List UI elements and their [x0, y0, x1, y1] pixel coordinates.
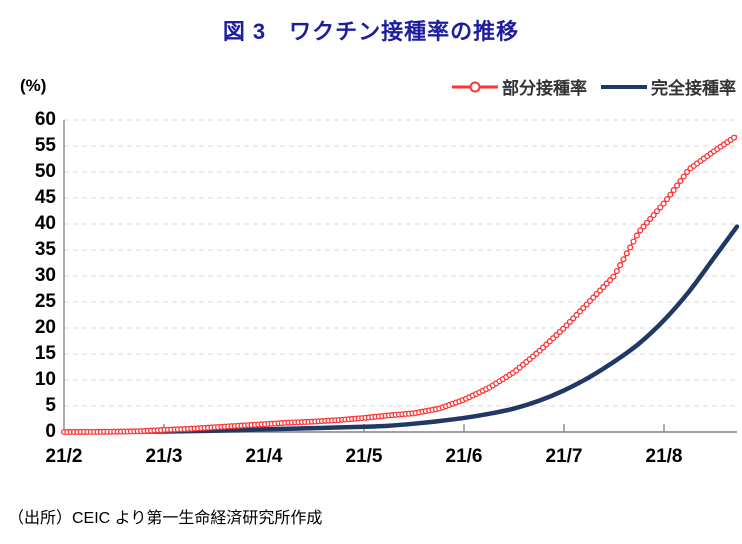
series-full-line — [61, 224, 740, 435]
y-axis-tick-label: 25 — [34, 291, 56, 312]
y-axis-tick-label: 5 — [45, 395, 56, 416]
series-partial-marker — [566, 318, 573, 325]
series-partial-marker — [667, 191, 674, 198]
series-partial-marker — [617, 262, 624, 269]
x-axis-tick-label: 21/3 — [145, 446, 183, 467]
figure-title: 図 3 ワクチン接種率の推移 — [222, 19, 520, 44]
series-partial-marker — [596, 287, 604, 294]
series-partial-marker — [637, 227, 644, 234]
legend-label-partial: 部分接種率 — [502, 79, 587, 98]
series-partial-marker — [677, 177, 684, 185]
y-axis-unit-label: (%) — [20, 76, 47, 95]
chart-legend: 部分接種率 完全接種率 — [452, 74, 736, 99]
series-partial-marker — [590, 294, 597, 301]
series-partial-marker — [643, 219, 650, 226]
series-partial-marker — [570, 315, 577, 322]
series-partial-marker — [730, 134, 738, 141]
x-axis-tick-label: 21/6 — [445, 446, 483, 467]
y-axis-tick-label: 15 — [34, 343, 56, 364]
series-partial-marker — [620, 256, 627, 263]
y-axis-tick-label: 50 — [34, 161, 56, 182]
series-partial-marker — [680, 173, 687, 180]
series-partial-marker — [593, 290, 600, 298]
chart-area: 0 5 10 15 20 25 30 35 40 45 50 55 60 21/2 21/3 21/4 21/… — [34, 109, 740, 467]
series-partial-marker — [684, 168, 691, 176]
x-axis-tick-label: 21/5 — [345, 446, 383, 467]
series-partial-marker — [586, 297, 593, 305]
x-axis-tick-label: 21/4 — [245, 446, 283, 467]
series-partial-marker — [606, 277, 614, 284]
series-partial-marker — [640, 223, 647, 230]
series-partial-marker — [650, 212, 657, 219]
y-axis-tick-label: 30 — [34, 265, 56, 286]
series-partial-marker — [613, 268, 620, 275]
series-partial-marker — [560, 325, 567, 332]
legend-item-full: 完全接種率 — [601, 74, 736, 99]
series-partial-marker — [657, 204, 664, 211]
y-axis-tick-label: 55 — [34, 135, 56, 156]
series-partial-marker — [583, 301, 590, 308]
series-partial-marker — [670, 187, 677, 194]
series-partial-marker — [576, 308, 583, 315]
x-axis-tick-label: 21/2 — [45, 446, 83, 467]
x-axis-tick-label: 21/7 — [545, 446, 583, 467]
y-axis-tick-label: 60 — [34, 109, 56, 130]
full-series-line-icon — [601, 82, 647, 92]
y-axis-tick-label: 20 — [34, 317, 56, 338]
vaccination-rate-chart — [60, 119, 740, 436]
series-partial-marker — [663, 196, 671, 203]
series-partial-marker — [633, 232, 640, 239]
series-partial-marker — [580, 304, 587, 312]
y-axis-tick-label: 0 — [45, 421, 56, 442]
legend-item-partial: 部分接種率 — [452, 74, 587, 99]
series-partial-marker — [573, 311, 580, 318]
series-partial-marker — [630, 238, 637, 245]
series-partial-line — [63, 134, 738, 433]
series-partial-marker — [623, 250, 630, 257]
y-axis-tick-label: 40 — [34, 213, 56, 234]
y-axis-tick-label: 10 — [34, 369, 56, 390]
series-partial-marker — [673, 182, 681, 189]
partial-series-line-marker-icon — [452, 81, 498, 92]
series-partial-marker — [603, 280, 610, 287]
series-partial-marker — [563, 322, 570, 329]
series-partial-marker — [660, 200, 667, 207]
series-partial-marker — [647, 215, 654, 222]
series-partial-marker — [600, 284, 607, 291]
source-note: （出所）CEIC より第一生命経済研究所作成 — [8, 510, 323, 527]
series-partial-marker — [627, 244, 634, 251]
series-partial-marker — [610, 273, 617, 280]
legend-label-full: 完全接種率 — [651, 79, 736, 98]
series-partial-marker — [653, 208, 660, 215]
y-axis-tick-label: 35 — [34, 239, 56, 260]
y-axis-tick-label: 45 — [34, 187, 56, 208]
x-axis-tick-label: 21/8 — [645, 446, 683, 467]
